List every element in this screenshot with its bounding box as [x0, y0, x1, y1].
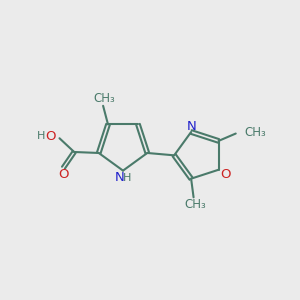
Text: O: O	[45, 130, 56, 143]
Text: N: N	[115, 172, 125, 184]
Text: H: H	[37, 131, 45, 141]
Text: CH₃: CH₃	[244, 126, 266, 139]
Text: O: O	[221, 168, 231, 181]
Text: O: O	[58, 168, 69, 181]
Text: CH₃: CH₃	[94, 92, 116, 105]
Text: N: N	[187, 120, 196, 133]
Text: CH₃: CH₃	[184, 198, 206, 211]
Text: H: H	[123, 173, 131, 183]
